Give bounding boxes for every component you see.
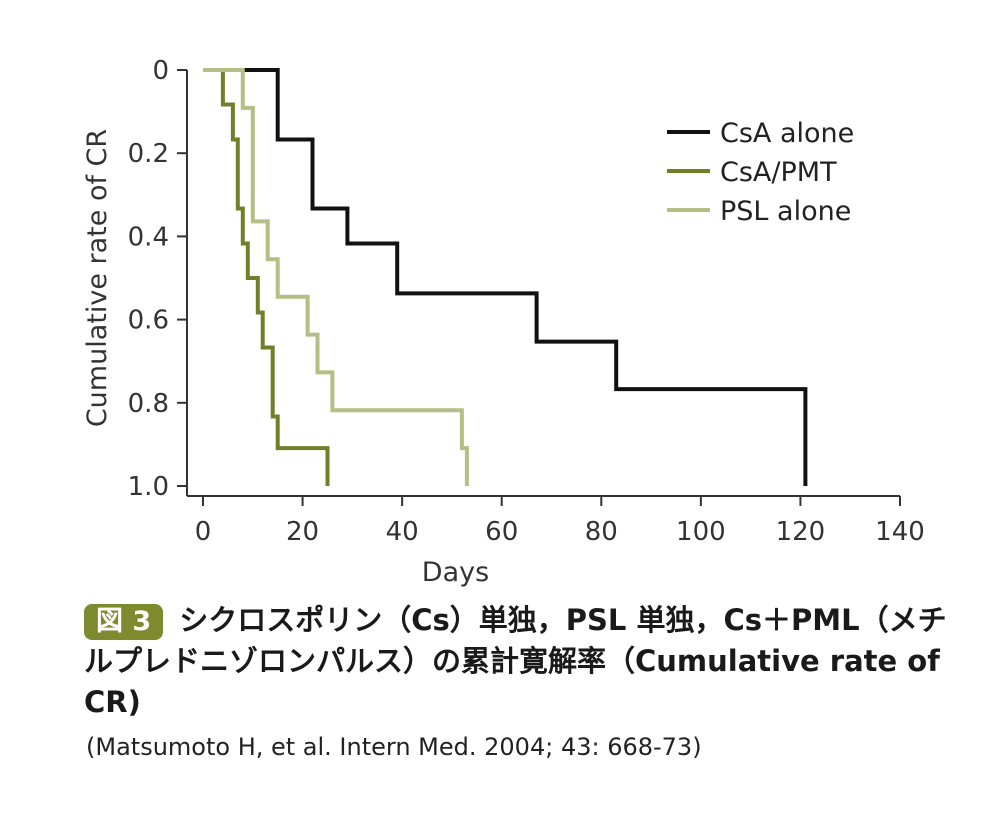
figure-caption-text: シクロスポリン（Cs）単独，PSL 単独，Cs＋PML（メチルプレドニゾロンパル… bbox=[84, 603, 947, 719]
x-tick-label: 60 bbox=[485, 517, 518, 547]
series-line-3 bbox=[203, 68, 469, 486]
y-tick-label: 0.4 bbox=[128, 222, 169, 252]
y-tick-label: 0 bbox=[152, 56, 169, 86]
series-line-1 bbox=[203, 68, 808, 486]
cr-step-chart: 0 0.2 0.4 0.6 0.8 1.0 0 20 40 60 80 100 120 140 Days Cu… bbox=[82, 56, 925, 588]
y-tick-label: 1.0 bbox=[128, 472, 169, 502]
x-tick-label: 120 bbox=[776, 517, 826, 547]
y-axis-title: Cumulative rate of CR bbox=[82, 129, 113, 427]
citation: (Matsumoto H, et al. Intern Med. 2004; 4… bbox=[86, 733, 702, 761]
x-tick-label: 20 bbox=[286, 517, 319, 547]
chart-series bbox=[203, 68, 808, 486]
chart-legend: CsA alone CsA/PMT PSL alone bbox=[667, 118, 854, 227]
x-tick-label: 140 bbox=[875, 517, 925, 547]
x-axis-title: Days bbox=[422, 557, 489, 588]
y-tick-label: 0.8 bbox=[128, 389, 169, 419]
legend-label: PSL alone bbox=[720, 196, 851, 227]
legend-label: CsA/PMT bbox=[720, 157, 837, 188]
x-tick-label: 40 bbox=[386, 517, 419, 547]
chart-axes: 0 0.2 0.4 0.6 0.8 1.0 0 20 40 60 80 100 120 140 Days Cu… bbox=[82, 56, 925, 588]
series-line-2 bbox=[203, 68, 330, 486]
x-tick-label: 80 bbox=[585, 517, 618, 547]
x-tick-label: 0 bbox=[195, 517, 212, 547]
figure-caption: 図 3 シクロスポリン（Cs）単独，PSL 単独，Cs＋PML（メチルプレドニゾロ… bbox=[84, 600, 964, 723]
y-tick-label: 0.6 bbox=[128, 306, 169, 336]
y-tick-label: 0.2 bbox=[128, 139, 169, 169]
figure-number-badge: 図 3 bbox=[84, 604, 164, 640]
x-tick-label: 100 bbox=[676, 517, 726, 547]
legend-label: CsA alone bbox=[720, 118, 854, 149]
